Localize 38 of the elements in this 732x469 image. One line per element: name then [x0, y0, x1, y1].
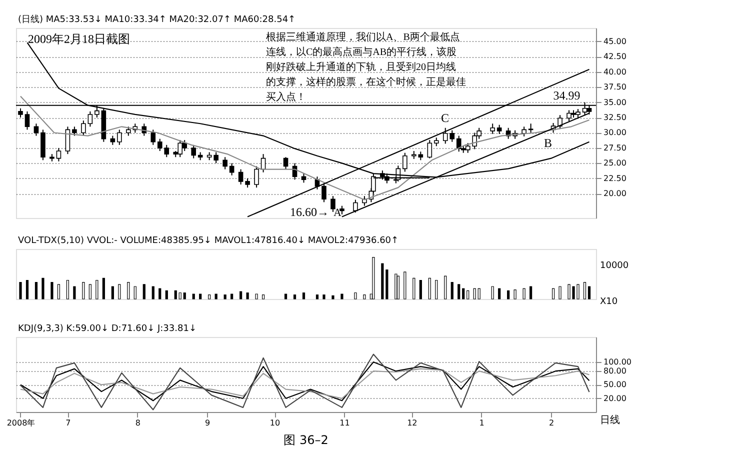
x-tick-label: 2 — [548, 418, 554, 428]
annotation: 16.60→ — [290, 205, 329, 219]
text: X10 — [600, 297, 618, 307]
annotation: 根据三维通道原理，我们以A、B两个最低点连线，以C的最高点画与AB的平行线，该股刚好跌破上升通道的下轨，且受到20日均线的支撑，这样的股票，在这个时候，正是最佳买入点！ — [266, 31, 466, 103]
x-tick-label: 7 — [66, 418, 71, 428]
y-tick-label: 37.50 — [604, 82, 626, 92]
y-tick-label: 50.00 — [604, 380, 626, 390]
y-tick-label: 40.00 — [604, 67, 626, 76]
x-tick-label: 8 — [135, 418, 140, 428]
y-tick-label: 20.00 — [604, 189, 626, 198]
text: KDJ(9,3,3) K:59.00↓ D:71.60↓ J:33.81↓ — [18, 324, 196, 334]
text: 10000 — [600, 261, 629, 271]
text: VOL-TDX(5,10) VVOL:- VOLUME:48385.95↓ MAVOL1:47816.40↓ MAVOL2:47936.60↑ — [18, 236, 399, 246]
y-tick-label: 22.50 — [604, 174, 626, 183]
y-tick-label: 32.50 — [604, 113, 626, 122]
x-tick-label: 10 — [270, 418, 280, 428]
x-tick-label: 11 — [340, 418, 350, 428]
y-tick-label: 20.00 — [604, 394, 626, 403]
text: (日线) MA5:33.53↓ MA10:33.34↑ MA20:32.07↑ MA60:28.54↑ — [18, 14, 296, 25]
y-tick-label: 27.50 — [604, 143, 626, 152]
y-tick-label: 25.00 — [604, 158, 626, 168]
y-tick-label: 100.00 — [604, 358, 632, 366]
x-tick-label: 9 — [205, 418, 210, 428]
y-tick-label: 80.00 — [604, 366, 626, 376]
text: 日线 — [600, 414, 620, 426]
x-tick-label: 2008年 — [6, 418, 36, 428]
y-tick-label: 35.00 — [604, 98, 626, 107]
y-tick-label: 42.50 — [604, 52, 626, 62]
x-tick-label: 12 — [407, 418, 418, 428]
annotation: B — [544, 136, 552, 150]
annotation: 2009年2月18日截图 — [28, 32, 130, 46]
annotation: 34.99 — [553, 88, 580, 102]
caption: 图 36–2 — [284, 433, 328, 447]
annotation: A — [334, 207, 342, 219]
y-tick-label: 45.00 — [604, 36, 626, 46]
y-tick-label: 30.00 — [604, 128, 626, 138]
x-tick-label: 1 — [479, 418, 484, 428]
annotation: C — [440, 111, 450, 125]
